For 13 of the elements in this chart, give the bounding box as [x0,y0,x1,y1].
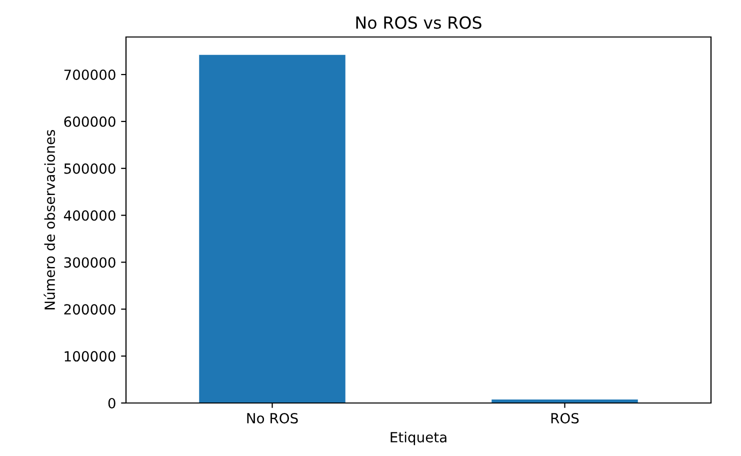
y-tick-label: 100000 [64,351,116,362]
x-tick-label: ROS [551,412,579,424]
chart-title: No ROS vs ROS [356,16,482,29]
y-tick-label: 0 [108,398,116,408]
x-axis-title: Etiqueta [390,432,446,446]
y-tick-label: 200000 [64,304,116,315]
y-tick-label: 400000 [64,210,116,221]
y-axis-title: Número de observaciones [44,130,56,310]
y-tick-label: 600000 [64,116,116,127]
x-tick-label: No ROS [247,412,298,424]
y-tick-label: 500000 [64,163,116,174]
y-tick-label: 300000 [64,257,116,268]
y-tick-label: 700000 [64,70,116,80]
